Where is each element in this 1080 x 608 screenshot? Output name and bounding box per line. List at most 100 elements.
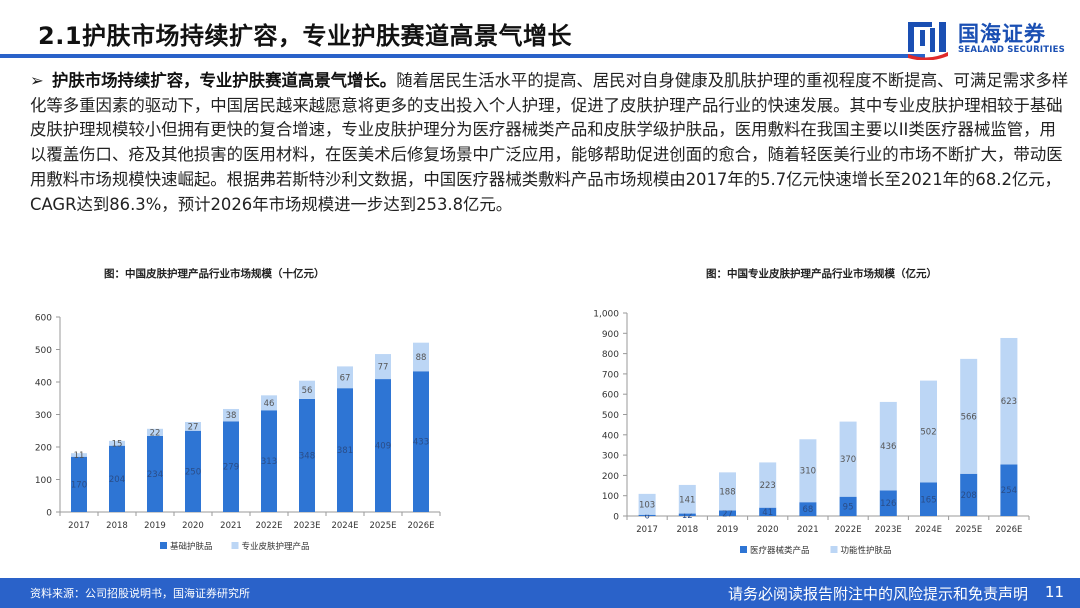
data-label: 68 bbox=[802, 505, 813, 515]
bar-series1 bbox=[147, 435, 163, 512]
data-label: 15 bbox=[112, 439, 123, 449]
bar-series1 bbox=[719, 510, 736, 516]
data-label: 204 bbox=[109, 475, 125, 485]
bar-series2 bbox=[223, 408, 239, 422]
y-tick-label: 300 bbox=[35, 411, 52, 421]
x-tick-label: 2023E bbox=[875, 525, 902, 535]
data-label: 170 bbox=[71, 480, 87, 490]
data-label: 56 bbox=[302, 386, 313, 396]
bar-series2 bbox=[920, 380, 937, 483]
data-label: 250 bbox=[185, 467, 201, 477]
x-tick-label: 2021 bbox=[797, 525, 819, 535]
data-label: 313 bbox=[261, 457, 277, 467]
y-tick-label: 200 bbox=[602, 472, 619, 482]
chart-skin-care-market: 0 100 200 300 400 500 600 170 11 2017 204 15 2018 234… bbox=[35, 314, 441, 552]
bar-series1 bbox=[261, 410, 277, 512]
bar-series1 bbox=[678, 513, 696, 516]
bar-series1 bbox=[638, 514, 656, 516]
legend-swatch bbox=[160, 542, 167, 549]
data-label: 141 bbox=[679, 495, 695, 505]
data-label: 88 bbox=[416, 353, 427, 363]
data-label: 27 bbox=[722, 509, 733, 519]
y-tick-label: 500 bbox=[35, 346, 52, 356]
data-label: 370 bbox=[840, 455, 856, 465]
legend-label: 功能性护肤品 bbox=[841, 545, 892, 556]
bar-series2 bbox=[337, 366, 353, 389]
legend-label: 专业皮肤护理产品 bbox=[242, 541, 310, 552]
x-tick-label: 2025E bbox=[955, 525, 982, 535]
data-label: 436 bbox=[880, 442, 896, 452]
data-label: 67 bbox=[340, 373, 351, 383]
x-tick-label: 2020 bbox=[182, 521, 204, 531]
paragraph-text: 随着居民生活水平的提高、居民对自身健康及肌肤护理的重视程度不断提高、可满足需求多… bbox=[30, 71, 1069, 214]
data-label: 310 bbox=[800, 467, 816, 477]
footer-bar: 资料来源：公司招股说明书，国海证券研究所 请务必阅读报告附注中的风险提示和免责声… bbox=[0, 578, 1080, 608]
data-label: 12 bbox=[682, 511, 693, 521]
data-label: 623 bbox=[1001, 397, 1017, 407]
data-label: 254 bbox=[1001, 486, 1017, 496]
legend-swatch bbox=[740, 546, 747, 553]
bar-series1 bbox=[299, 398, 315, 512]
x-tick-label: 2018 bbox=[676, 525, 698, 535]
logo-text-cn: 国海证券 bbox=[958, 22, 1046, 46]
data-label: 381 bbox=[337, 446, 353, 456]
data-label: 433 bbox=[413, 438, 429, 448]
bar-series2 bbox=[109, 440, 125, 446]
logo-mark-icon bbox=[908, 22, 948, 60]
data-label: 11 bbox=[74, 451, 85, 461]
data-label: 165 bbox=[920, 495, 936, 505]
data-label: 126 bbox=[880, 499, 896, 509]
legend-swatch bbox=[231, 542, 239, 549]
data-label: 95 bbox=[843, 502, 854, 512]
data-label: 223 bbox=[760, 481, 776, 491]
paragraph-lead: 护肤市场持续扩容，专业护肤赛道高景气增长。 bbox=[52, 71, 397, 90]
bar-series2 bbox=[839, 421, 857, 497]
x-tick-label: 2026E bbox=[995, 525, 1022, 535]
bar-series1 bbox=[879, 490, 897, 516]
bar-series1 bbox=[223, 421, 239, 512]
bar-series2 bbox=[375, 354, 391, 380]
data-label: 208 bbox=[961, 491, 977, 501]
data-label: 409 bbox=[375, 442, 391, 452]
bar-series2 bbox=[759, 462, 777, 508]
bar-series1 bbox=[839, 496, 857, 516]
title-underline bbox=[0, 54, 925, 58]
bar-series2 bbox=[299, 380, 315, 399]
x-tick-label: 2023E bbox=[293, 521, 320, 531]
data-label: 41 bbox=[762, 508, 773, 518]
company-logo: 国海证券 SEALAND SECURITIES bbox=[906, 18, 1066, 62]
bar-series2 bbox=[879, 401, 897, 491]
data-label: 566 bbox=[961, 412, 977, 422]
bar-series2 bbox=[261, 395, 277, 411]
bar-series1 bbox=[1000, 464, 1018, 516]
y-tick-label: 700 bbox=[602, 370, 619, 380]
logo-text-en: SEALAND SECURITIES bbox=[958, 45, 1065, 55]
x-tick-label: 2025E bbox=[369, 521, 396, 531]
x-tick-label: 2017 bbox=[68, 521, 90, 531]
y-tick-label: 900 bbox=[602, 330, 619, 340]
bar-series2 bbox=[185, 421, 201, 431]
y-tick-label: 400 bbox=[602, 431, 619, 441]
legend-label: 医疗器械类产品 bbox=[750, 545, 810, 556]
x-tick-label: 2018 bbox=[106, 521, 128, 531]
y-tick-label: 0 bbox=[613, 513, 619, 523]
x-tick-label: 2020 bbox=[757, 525, 779, 535]
y-tick-label: 0 bbox=[46, 509, 52, 519]
y-tick-label: 600 bbox=[602, 391, 619, 401]
data-label: 27 bbox=[188, 422, 199, 432]
y-tick-label: 300 bbox=[602, 452, 619, 462]
page-title: 2.1护肤市场持续扩容，专业护肤赛道高景气增长 bbox=[38, 22, 573, 50]
chart1-title: 图：中国皮肤护理产品行业市场规模（十亿元） bbox=[104, 268, 325, 280]
y-tick-label: 500 bbox=[602, 411, 619, 421]
bar-series2 bbox=[638, 493, 656, 515]
y-tick-label: 800 bbox=[602, 350, 619, 360]
bar-series2 bbox=[799, 439, 817, 503]
x-tick-label: 2022E bbox=[255, 521, 282, 531]
body-paragraph: ➢ 护肤市场持续扩容，专业护肤赛道高景气增长。随着居民生活水平的提高、居民对自身健… bbox=[30, 69, 1070, 217]
y-tick-label: 200 bbox=[35, 444, 52, 454]
bar-series1 bbox=[109, 445, 125, 512]
data-label: 77 bbox=[378, 363, 389, 373]
bar-series2 bbox=[147, 428, 163, 436]
legend-label: 基础护肤品 bbox=[170, 541, 213, 552]
